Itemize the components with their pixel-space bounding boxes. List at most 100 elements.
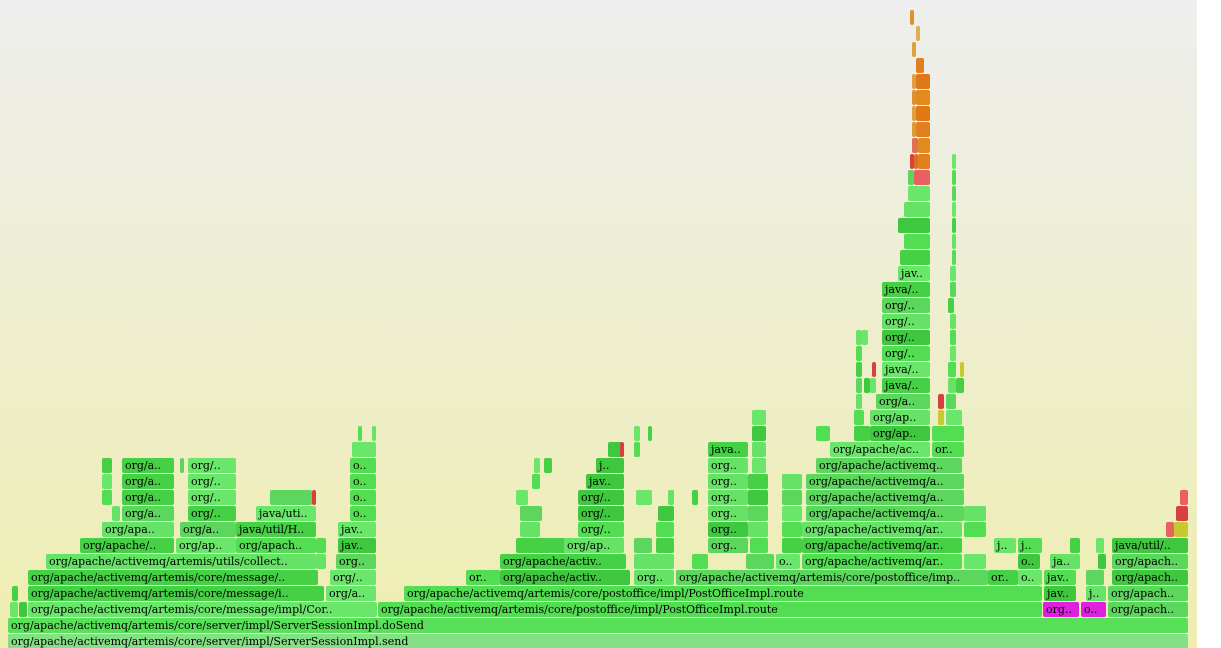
frame-label: org/apache/activemq.. [819,459,943,472]
frame[interactable] [1043,602,1079,617]
frame-block [608,442,622,457]
frame[interactable] [28,602,377,617]
frame[interactable] [122,506,174,521]
frame[interactable] [404,586,1042,601]
frame[interactable] [28,586,324,601]
frame[interactable] [882,282,930,297]
frame[interactable] [336,554,376,569]
frame[interactable] [188,458,236,473]
frame-label: ja.. [1051,555,1070,568]
frame[interactable] [830,442,930,457]
frame[interactable] [500,554,626,569]
frame[interactable] [708,490,748,505]
frame[interactable] [8,634,1188,648]
frame[interactable] [634,570,674,585]
frame[interactable] [80,538,174,553]
frame[interactable] [596,458,624,473]
frame[interactable] [882,346,930,361]
frame[interactable] [28,570,318,585]
frame[interactable] [578,490,624,505]
frame[interactable] [466,570,500,585]
frame[interactable] [1050,554,1080,569]
frame[interactable] [586,474,624,489]
frame-label: org/.. [581,491,611,504]
frame[interactable] [350,490,376,505]
frame-label: org.. [711,523,737,536]
frame[interactable] [708,522,748,537]
frame[interactable] [188,490,236,505]
frame[interactable] [564,538,624,553]
frame[interactable] [180,522,236,537]
frame[interactable] [122,458,174,473]
frame[interactable] [8,618,1188,633]
frame[interactable] [1044,586,1076,601]
frame[interactable] [236,538,316,553]
frame-label: o.. [1021,555,1034,568]
frame[interactable] [500,570,630,585]
frame[interactable] [1086,586,1106,601]
frame[interactable] [882,330,930,345]
frame[interactable] [676,570,988,585]
frame[interactable] [708,474,748,489]
frame[interactable] [776,554,800,569]
frame[interactable] [236,522,316,537]
frame[interactable] [708,506,748,521]
frame[interactable] [870,426,930,441]
frame[interactable] [256,506,316,521]
frame[interactable] [350,506,376,521]
frame[interactable] [882,298,930,313]
frame[interactable] [708,538,748,553]
frame[interactable] [806,490,964,505]
frame[interactable] [1112,538,1188,553]
frame[interactable] [806,474,964,489]
frame[interactable] [1112,554,1188,569]
frame[interactable] [578,522,624,537]
frame[interactable] [1018,538,1042,553]
frame[interactable] [802,554,962,569]
frame-label: or.. [935,443,953,456]
frame[interactable] [350,458,376,473]
frame[interactable] [870,410,930,425]
frame[interactable] [378,602,1042,617]
frame[interactable] [802,522,962,537]
frame[interactable] [1018,554,1040,569]
frame[interactable] [802,538,962,553]
frame[interactable] [330,570,376,585]
frame[interactable] [1112,570,1188,585]
frame[interactable] [188,474,236,489]
frame[interactable] [102,522,174,537]
frame[interactable] [708,458,748,473]
frame[interactable] [1044,570,1076,585]
frame[interactable] [122,474,174,489]
frame[interactable] [46,554,316,569]
frame[interactable] [898,266,930,281]
frame-block [1098,554,1106,569]
frame[interactable] [932,442,964,457]
frame[interactable] [326,586,376,601]
frame[interactable] [1108,602,1188,617]
frame[interactable] [338,538,376,553]
frame[interactable] [882,362,930,377]
frame[interactable] [994,538,1016,553]
frame[interactable] [188,506,236,521]
frame[interactable] [882,314,930,329]
frame[interactable] [988,570,1018,585]
frame[interactable] [806,506,964,521]
frame[interactable] [122,490,174,505]
frame[interactable] [1081,602,1106,617]
frame[interactable] [1018,570,1042,585]
frame[interactable] [176,538,236,553]
frame-label: org/apache/activemq/a.. [809,491,943,504]
frame[interactable] [876,394,930,409]
frame-block [862,330,868,345]
frame[interactable] [350,474,376,489]
frame[interactable] [1108,586,1188,601]
frame-label: org/ap.. [873,411,916,424]
frame[interactable] [708,442,748,457]
frame[interactable] [338,522,376,537]
frame-block [312,490,316,505]
frame-label: j.. [1019,539,1031,552]
frame[interactable] [882,378,930,393]
frame[interactable] [578,506,624,521]
frame[interactable] [816,458,962,473]
